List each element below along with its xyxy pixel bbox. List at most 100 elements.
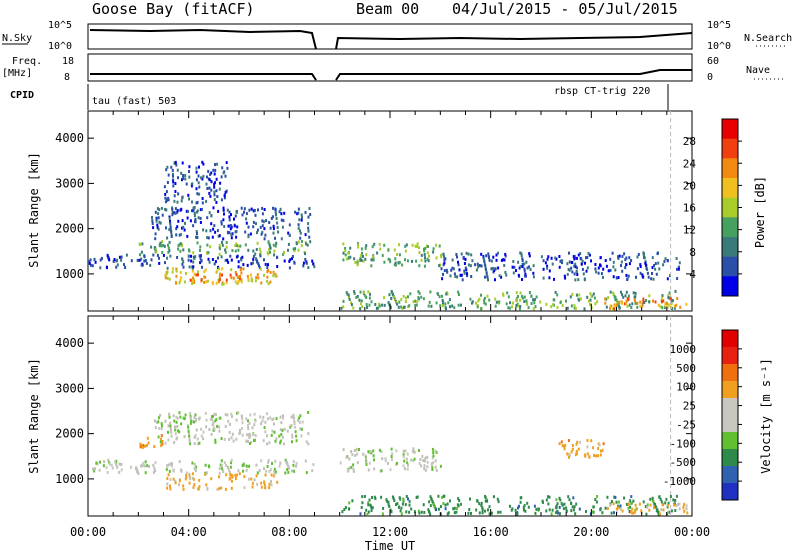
range-cell: [467, 511, 470, 515]
range-cell: [292, 413, 295, 417]
range-cell: [534, 511, 537, 515]
range-cell: [199, 256, 202, 260]
noise-panel: N.Sky 10^5 10^0 10^5 10^0 N.Search: [2, 20, 792, 52]
range-cell: [176, 429, 179, 433]
range-cell: [361, 501, 364, 505]
range-cell: [646, 271, 649, 275]
range-cell: [571, 505, 574, 509]
range-cell: [266, 275, 269, 279]
range-cell: [625, 502, 628, 506]
range-cell: [162, 244, 165, 247]
range-cell: [371, 255, 374, 259]
range-cell: [195, 235, 197, 239]
range-cell: [660, 500, 663, 504]
range-cell: [599, 263, 601, 267]
range-cell: [308, 207, 311, 210]
range-cell: [437, 494, 440, 498]
range-cell: [250, 441, 252, 444]
range-cell: [158, 244, 161, 248]
range-cell: [504, 254, 507, 258]
range-cell: [276, 221, 279, 225]
range-cell: [141, 242, 144, 246]
range-cell: [238, 472, 241, 476]
range-cell: [552, 303, 554, 307]
range-cell: [526, 302, 529, 306]
range-cell: [301, 215, 303, 219]
range-cell: [208, 211, 211, 215]
scatter-region: [164, 267, 278, 286]
range-cell: [651, 496, 654, 500]
range-cell: [594, 263, 597, 266]
range-cell: [673, 306, 676, 310]
range-cell: [617, 500, 620, 504]
range-cell: [431, 466, 434, 470]
range-cell: [276, 226, 279, 229]
range-cell: [339, 461, 342, 465]
range-cell: [675, 303, 678, 307]
range-cell: [586, 266, 589, 270]
range-cell: [621, 509, 624, 513]
range-cell: [236, 275, 239, 279]
noise-sky-trace: [89, 28, 693, 50]
range-cell: [235, 235, 238, 239]
range-cell: [192, 251, 195, 255]
range-cell: [539, 300, 542, 304]
range-cell: [272, 270, 275, 274]
range-cell: [237, 248, 240, 252]
range-cell: [226, 230, 229, 234]
range-cell: [179, 233, 182, 236]
range-cell: [163, 244, 166, 248]
range-cell: [290, 415, 293, 419]
range-cell: [525, 260, 528, 264]
range-cell: [205, 229, 208, 233]
range-cell: [165, 272, 168, 276]
range-cell: [429, 290, 432, 294]
range-cell: [483, 298, 486, 302]
range-cell: [346, 292, 349, 296]
range-cell: [413, 457, 416, 461]
range-cell: [237, 265, 240, 269]
range-cell: [184, 477, 187, 481]
range-cell: [636, 255, 639, 259]
range-cell: [218, 416, 221, 420]
range-cell: [507, 306, 510, 310]
range-cell: [406, 461, 409, 465]
range-cell: [191, 269, 194, 273]
range-cell: [615, 507, 618, 511]
range-cell: [204, 473, 207, 476]
range-cell: [430, 462, 433, 466]
range-cell: [428, 254, 430, 258]
range-cell: [157, 212, 160, 216]
range-cell: [167, 246, 170, 250]
range-cell: [588, 253, 591, 257]
range-cell: [305, 440, 308, 444]
range-cell: [622, 295, 625, 299]
range-cell: [230, 436, 233, 440]
range-cell: [156, 223, 159, 227]
range-cell: [461, 278, 464, 282]
range-cell: [175, 233, 178, 237]
range-cell: [186, 216, 189, 220]
range-cell: [459, 273, 462, 277]
range-cell: [176, 225, 179, 229]
range-cell: [215, 189, 218, 193]
range-cell: [584, 454, 587, 458]
range-cell: [287, 231, 290, 235]
range-cell: [192, 420, 195, 424]
range-cell: [642, 300, 645, 304]
range-cell: [368, 303, 371, 307]
range-cell: [239, 276, 241, 280]
range-cell: [300, 427, 303, 431]
range-cell: [214, 230, 217, 234]
range-cell: [307, 215, 310, 219]
range-cell: [120, 468, 123, 472]
range-cell: [638, 502, 641, 506]
range-cell: [207, 257, 210, 261]
range-cell: [291, 469, 294, 473]
range-cell: [262, 220, 265, 224]
range-cell: [183, 280, 186, 284]
range-cell: [683, 502, 686, 506]
range-cell: [404, 449, 407, 453]
range-cell: [213, 428, 216, 432]
range-cell: [550, 512, 553, 516]
